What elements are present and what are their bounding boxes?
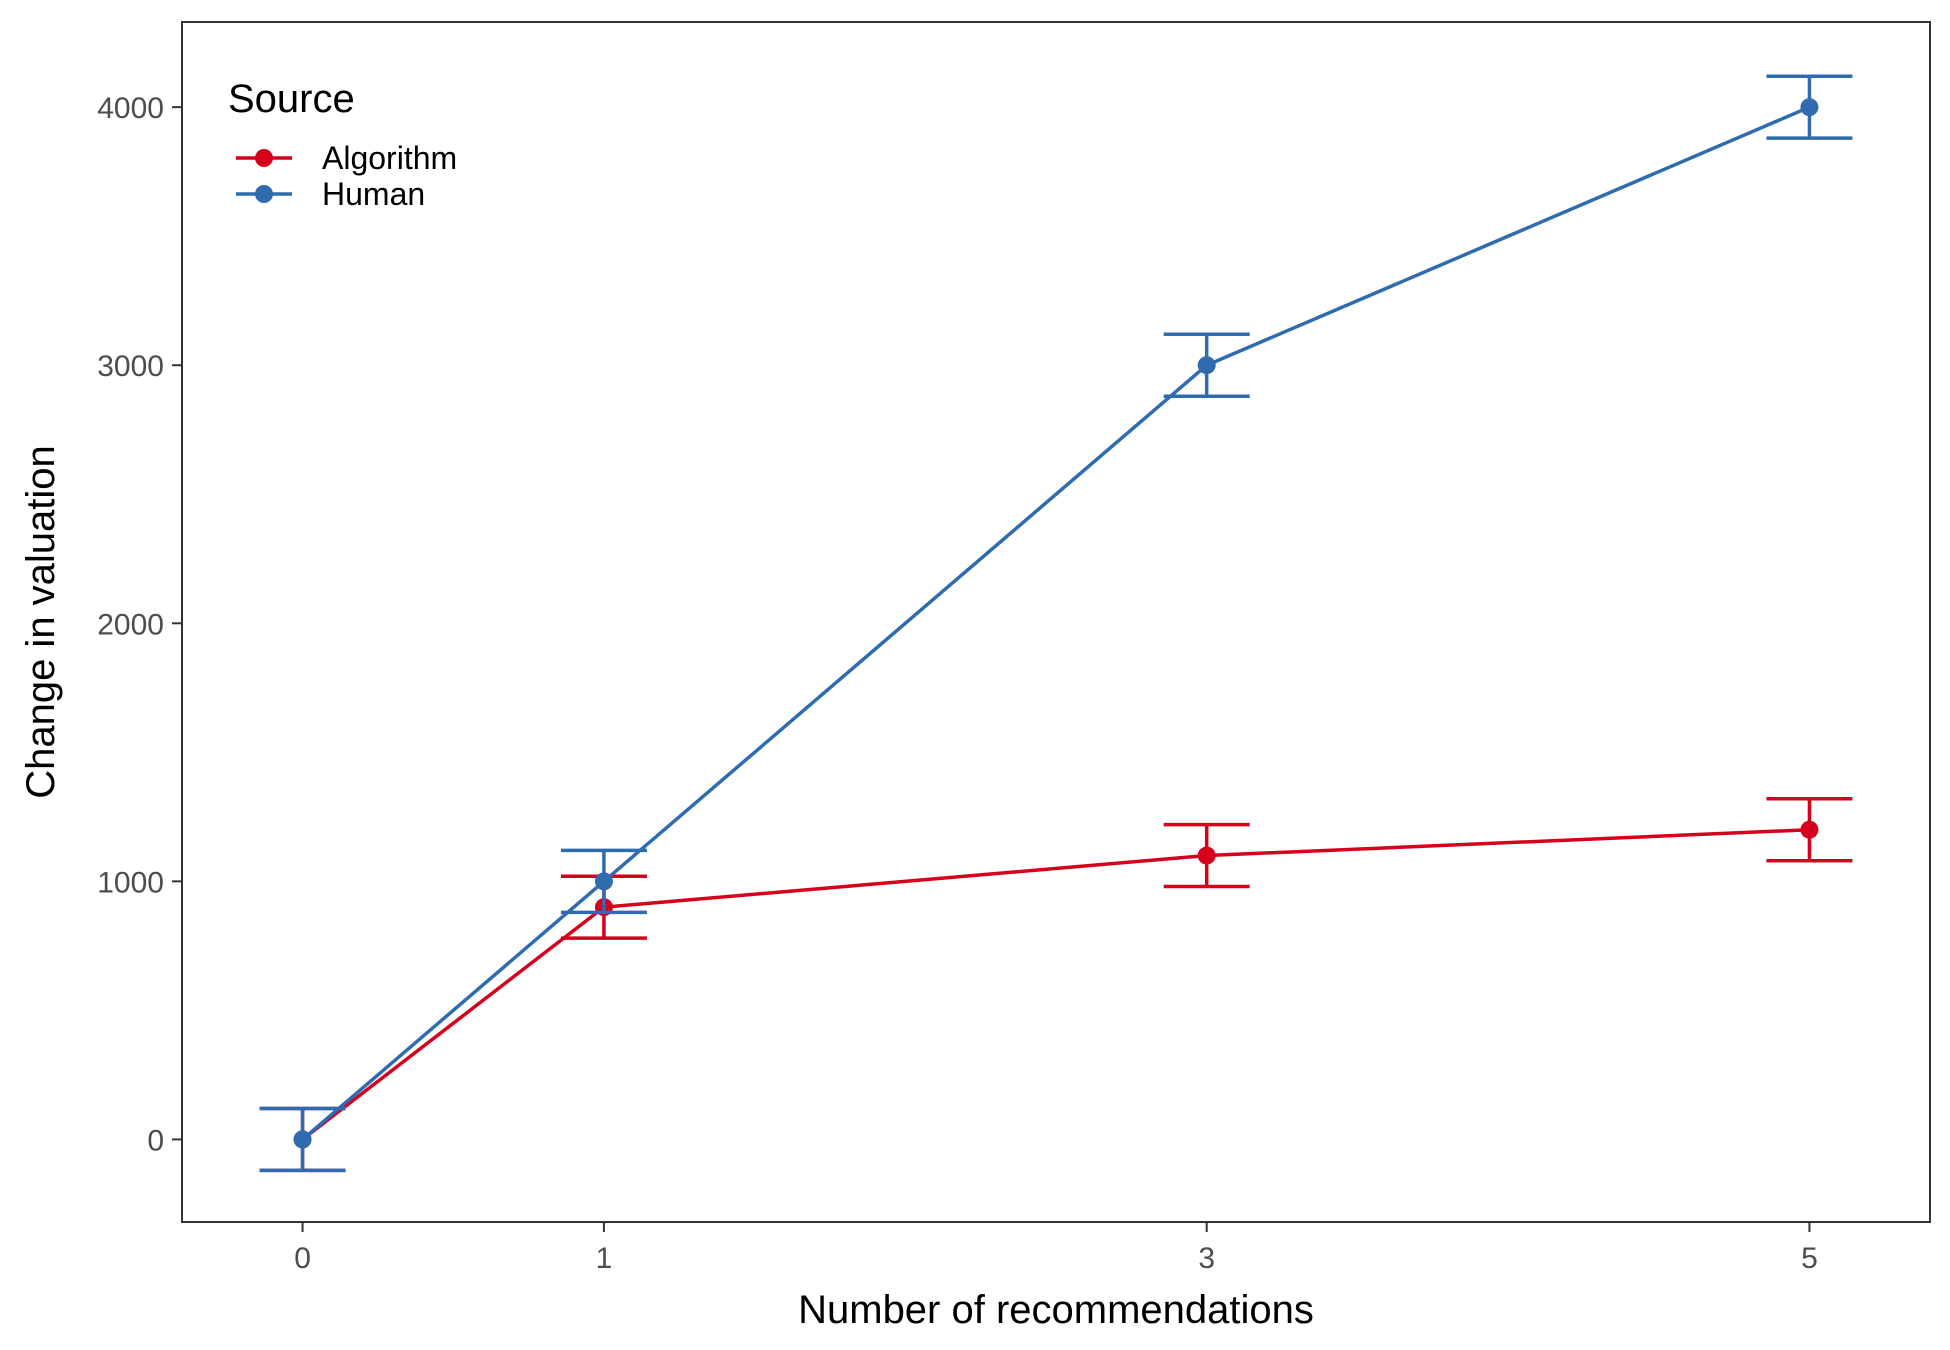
x-axis-title: Number of recommendations (798, 1288, 1314, 1332)
series-line (301, 105, 1811, 1141)
legend-label: Human (322, 176, 425, 212)
series-human (259, 74, 1853, 1173)
x-tick-label: 3 (1198, 1242, 1215, 1275)
y-tick-label: 2000 (97, 608, 164, 641)
data-point (293, 1130, 312, 1149)
y-tick-label: 3000 (97, 350, 164, 383)
plot-marks (259, 74, 1853, 1173)
data-point (1800, 98, 1819, 117)
x-tick-label: 0 (294, 1242, 311, 1275)
data-point (1197, 356, 1216, 375)
data-point (1800, 820, 1819, 839)
legend-label: Algorithm (322, 140, 457, 176)
series-line (301, 827, 1810, 1141)
y-tick-label: 1000 (97, 866, 164, 899)
panel-border (181, 21, 1931, 1223)
axes: 0 1 3 5 0 1000 2000 3000 4000 (97, 92, 1818, 1275)
legend-title: Source (228, 77, 355, 121)
y-axis-title: Change in valuation (19, 445, 63, 799)
legend-key-point (255, 149, 273, 167)
legend-key-point (255, 185, 273, 203)
x-tick-label: 1 (596, 1242, 613, 1275)
y-tick-label: 4000 (97, 92, 164, 125)
data-point (594, 872, 613, 891)
x-tick-label: 5 (1801, 1242, 1818, 1275)
data-point (1197, 846, 1216, 865)
y-tick-label: 0 (147, 1124, 164, 1157)
